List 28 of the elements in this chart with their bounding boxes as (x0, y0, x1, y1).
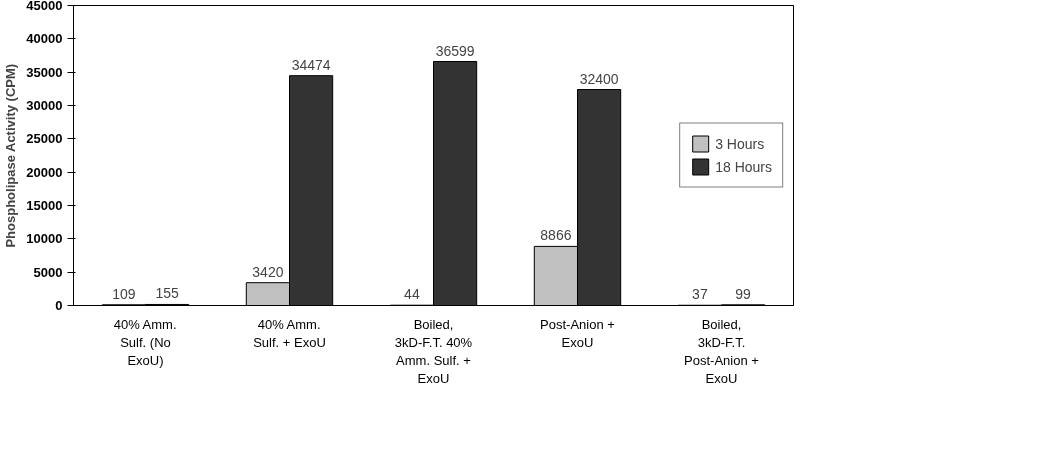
x-tick-label: 40% Amm. Sulf. (No ExoU) (113, 316, 177, 368)
y-tick-label: 10000 (26, 231, 63, 247)
data-label: 34474 (291, 56, 331, 73)
data-label: 32400 (579, 70, 619, 87)
y-tick-label: 40000 (26, 31, 63, 47)
legend-label: 3 Hours (715, 135, 765, 152)
data-label: 8866 (540, 227, 572, 244)
y-tick-label: 5000 (33, 264, 63, 280)
data-label: 99 (735, 285, 752, 302)
data-label: 109 (112, 285, 136, 302)
data-label: 155 (155, 285, 179, 302)
data-label: 3420 (252, 263, 284, 280)
x-tick-label: Boiled, 3kD-F.T. 40% Amm. Sulf. + ExoU (394, 316, 473, 386)
y-tick-label: 0 (55, 298, 63, 313)
y-tick-label: 45000 (26, 0, 63, 13)
y-axis-title: Phospholipase Activity (CPM) (3, 63, 19, 248)
data-label: 37 (692, 286, 708, 303)
data-label: 36599 (435, 42, 475, 59)
y-tick-label: 20000 (26, 164, 63, 180)
y-tick-label: 30000 (26, 98, 63, 113)
x-tick-label: Boiled, 3kD-F.T. Post-Anion + ExoU (684, 316, 759, 386)
y-tick-label: 25000 (26, 131, 63, 147)
y-tick-label: 15000 (26, 198, 63, 213)
x-tick-label: Post-Anion + ExoU (540, 316, 615, 350)
x-tick-label: 40% Amm. Sulf. + ExoU (253, 316, 326, 350)
data-label: 44 (404, 286, 420, 303)
y-tick-label: 35000 (26, 64, 63, 80)
legend-label: 18 Hours (715, 158, 772, 175)
